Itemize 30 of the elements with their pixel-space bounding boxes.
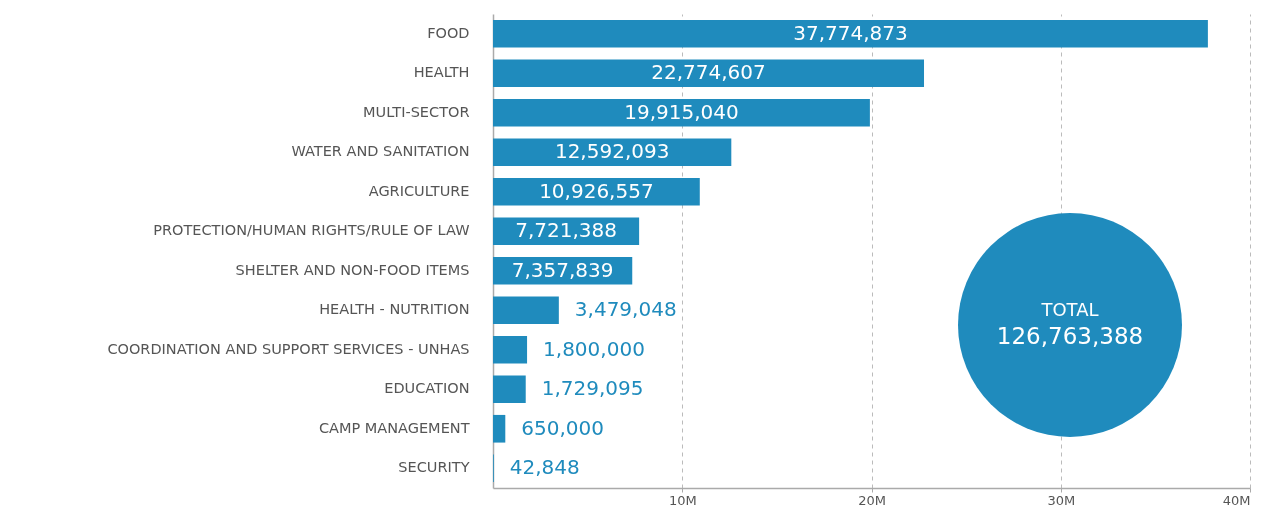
data-label: 22,774,607 <box>651 60 766 85</box>
y-tick-label: EDUCATION <box>384 380 470 397</box>
x-tick-label: 40M <box>1222 492 1251 508</box>
y-tick-label: AGRICULTURE <box>368 182 470 199</box>
data-label: 42,848 <box>509 455 580 480</box>
annotation: TOTAL <box>1041 299 1099 322</box>
y-tick-label: CAMP MANAGEMENT <box>318 419 470 436</box>
data-label: 7,721,388 <box>515 218 617 243</box>
y-tick-label: WATER AND SANITATION <box>291 143 470 160</box>
data-label: 7,357,839 <box>511 257 614 282</box>
annotation: 126,763,388 <box>996 321 1144 351</box>
y-tick-label: HEALTH <box>413 64 470 81</box>
data-label: 12,592,093 <box>554 139 670 164</box>
x-tick-label: 10M <box>668 492 697 508</box>
y-tick-label: FOOD <box>427 24 470 41</box>
y-tick-label: SECURITY <box>398 459 470 476</box>
x-tick-label: 30M <box>1047 492 1076 508</box>
y-tick-label: HEALTH - NUTRITION <box>319 301 470 318</box>
y-tick-label: MULTI-SECTOR <box>363 103 470 120</box>
data-label: 650,000 <box>521 415 605 440</box>
data-label: 10,926,557 <box>539 178 654 203</box>
data-label: 1,800,000 <box>543 336 645 361</box>
data-label: 3,479,048 <box>574 297 677 322</box>
data-label: 37,774,873 <box>793 20 908 45</box>
y-tick-label: COORDINATION AND SUPPORT SERVICES - UNHAS <box>107 340 470 357</box>
data-label: 19,915,040 <box>624 99 739 124</box>
y-tick-label: SHELTER AND NON-FOOD ITEMS <box>235 261 470 278</box>
y-tick-label: PROTECTION/HUMAN RIGHTS/RULE OF LAW <box>153 222 470 239</box>
data-label: 1,729,095 <box>541 376 644 401</box>
x-tick-label: 20M <box>858 492 886 508</box>
